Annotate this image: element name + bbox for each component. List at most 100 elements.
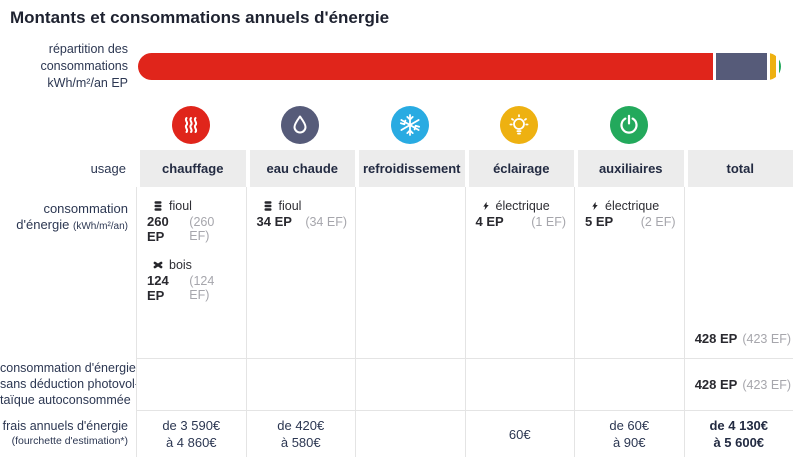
light-bulb-icon xyxy=(500,106,538,144)
row-label-line: taïque autoconsommée xyxy=(0,392,128,408)
cost-line: de 4 130€ xyxy=(709,417,768,434)
ef-value: (34 EF) xyxy=(305,215,347,229)
value-row: 124 EP (124 EF) xyxy=(147,273,238,303)
cost-line: à 90€ xyxy=(613,434,646,451)
column-header-eclairage: éclairage xyxy=(465,150,575,187)
total-ef-value: (423 EF) xyxy=(742,332,791,346)
ep-value: 5 EP xyxy=(585,214,613,229)
column-icon-refroidissement xyxy=(355,100,465,150)
value-row: 260 EP (260 EF) xyxy=(147,214,238,244)
row-label-line: sans déduction photovol- xyxy=(0,376,128,392)
energy-source-entry: fioul 260 EP (260 EF) xyxy=(147,199,238,244)
column-header-eau-chaude: eau chaude xyxy=(246,150,356,187)
column-icon-eau-chaude xyxy=(246,100,356,150)
ef-value: (1 EF) xyxy=(531,215,566,229)
row-label-text: frais annuels d'énergie xyxy=(0,419,128,434)
column-header-refroidissement: refroidissement xyxy=(355,150,465,187)
energy-source-entry: électrique 5 EP (2 EF) xyxy=(585,199,676,229)
source-row: électrique xyxy=(481,199,567,213)
distribution-label-line: répartition des xyxy=(0,41,128,58)
column-header-chauffage: chauffage xyxy=(136,150,246,187)
page-title: Montants et consommations annuels d'éner… xyxy=(10,8,793,28)
row-label-costs: frais annuels d'énergie (fourchette d'es… xyxy=(0,410,136,457)
consumption-cell-eau-chaude: fioul 34 EP (34 EF) xyxy=(246,187,356,358)
row-label-consumption: consommation d'énergie (kWh/m²/an) xyxy=(0,187,136,358)
consumption-cell-auxiliaires: électrique 5 EP (2 EF) xyxy=(574,187,684,358)
fuel-barrel-icon xyxy=(262,200,274,212)
distribution-label-line: consommations xyxy=(0,58,128,75)
row-label-sub: (fourchette d'estimation*) xyxy=(0,434,128,449)
value-row: 4 EP (1 EF) xyxy=(476,214,567,229)
no-pv-cell-total: 428 EP (423 EF) xyxy=(684,358,793,410)
cost-cell-refroidissement xyxy=(355,410,465,457)
bar-segment-auxiliaires xyxy=(779,53,781,80)
column-icon-chauffage xyxy=(136,100,246,150)
cost-cell-auxiliaires: de 60€ à 90€ xyxy=(574,410,684,457)
ep-value: 124 EP xyxy=(147,273,189,303)
cost-line: de 420€ xyxy=(277,417,324,434)
no-pv-cell-chauffage xyxy=(136,358,246,410)
consumption-cell-total: 428 EP (423 EF) xyxy=(684,187,793,358)
ep-value: 34 EP xyxy=(257,214,292,229)
cost-line: de 3 590€ xyxy=(162,417,220,434)
no-pv-cell-eclairage xyxy=(465,358,575,410)
spacer-cell xyxy=(684,100,793,150)
column-icon-eclairage xyxy=(465,100,575,150)
value-row: 5 EP (2 EF) xyxy=(585,214,676,229)
cost-line: à 4 860€ xyxy=(166,434,217,451)
value-row: 34 EP (34 EF) xyxy=(257,214,348,229)
bar-segment-eclairage xyxy=(770,53,776,80)
bar-segment-chauffage xyxy=(138,53,713,80)
total-ef-value: (423 EF) xyxy=(742,378,791,392)
source-row: fioul xyxy=(152,199,238,213)
consumption-cell-refroidissement xyxy=(355,187,465,358)
stacked-consumption-bar xyxy=(138,53,781,80)
cost-cell-total: de 4 130€ à 5 600€ xyxy=(684,410,793,457)
energy-source-entry: fioul 34 EP (34 EF) xyxy=(257,199,348,229)
consumption-distribution: répartition des consommations kWh/m²/an … xyxy=(0,38,793,94)
energy-source-entry: électrique 4 EP (1 EF) xyxy=(476,199,567,229)
consumption-cell-eclairage: électrique 4 EP (1 EF) xyxy=(465,187,575,358)
bar-segment-eau-chaude xyxy=(716,53,767,80)
ef-value: (124 EF) xyxy=(189,274,237,302)
source-row: bois xyxy=(152,258,238,272)
no-pv-cell-eau-chaude xyxy=(246,358,356,410)
total-ep-value: 428 EP xyxy=(695,331,738,346)
row-label-no-pv: consommation d'énergie sans déduction ph… xyxy=(0,358,136,410)
spacer-cell xyxy=(0,100,136,150)
fuel-barrel-icon xyxy=(152,200,164,212)
distribution-label-line: kWh/m²/an EP xyxy=(0,75,128,92)
ep-value: 260 EP xyxy=(147,214,189,244)
energy-report: Montants et consommations annuels d'éner… xyxy=(0,8,793,457)
usage-label: usage xyxy=(0,150,136,187)
cost-line: de 60€ xyxy=(609,417,649,434)
cost-cell-eclairage: 60€ xyxy=(465,410,575,457)
lightning-bolt-icon xyxy=(481,200,491,212)
no-pv-cell-refroidissement xyxy=(355,358,465,410)
row-label-line: consommation d'énergie xyxy=(0,360,128,376)
column-header-auxiliaires: auxiliaires xyxy=(574,150,684,187)
source-name: fioul xyxy=(169,199,192,213)
ef-value: (2 EF) xyxy=(641,215,676,229)
column-icon-auxiliaires xyxy=(574,100,684,150)
lightning-bolt-icon xyxy=(590,200,600,212)
total-ep-value: 428 EP xyxy=(695,377,738,392)
power-icon xyxy=(610,106,648,144)
column-header-total: total xyxy=(684,150,793,187)
heat-waves-icon xyxy=(172,106,210,144)
consumption-cell-chauffage: fioul 260 EP (260 EF) bois 124 EP (124 E… xyxy=(136,187,246,358)
source-name: fioul xyxy=(279,199,302,213)
row-label-unit: (kWh/m²/an) xyxy=(73,221,128,232)
water-drop-icon xyxy=(281,106,319,144)
energy-table: usage chauffage eau chaude refroidisseme… xyxy=(0,100,793,457)
ep-value: 4 EP xyxy=(476,214,504,229)
cost-line: à 580€ xyxy=(281,434,321,451)
wood-logs-icon xyxy=(152,259,164,271)
cost-line: 60€ xyxy=(509,426,531,443)
source-row: électrique xyxy=(590,199,676,213)
ef-value: (260 EF) xyxy=(189,215,237,243)
source-name: bois xyxy=(169,258,192,272)
cost-cell-chauffage: de 3 590€ à 4 860€ xyxy=(136,410,246,457)
cost-line: à 5 600€ xyxy=(713,434,764,451)
snowflake-icon xyxy=(391,106,429,144)
